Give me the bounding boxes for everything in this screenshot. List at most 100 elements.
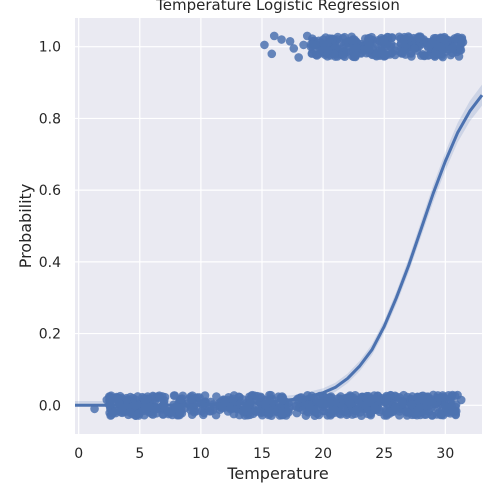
scatter-point-1036 bbox=[277, 35, 286, 44]
scatter-point-687 bbox=[434, 393, 443, 403]
scatter-point-681 bbox=[133, 392, 143, 401]
plot-background bbox=[75, 18, 482, 434]
y-tick-label-4: 0.8 bbox=[39, 111, 61, 127]
scatter-point-464 bbox=[427, 410, 437, 420]
scatter-point-1011 bbox=[319, 39, 329, 49]
x-tick-label-5: 25 bbox=[375, 446, 393, 462]
scatter-point-698 bbox=[387, 407, 396, 417]
scatter-point-695 bbox=[311, 394, 321, 404]
scatter-point-1017 bbox=[431, 50, 440, 60]
scatter-point-976 bbox=[414, 33, 424, 43]
scatter-point-924 bbox=[373, 40, 382, 49]
scatter-point-1035 bbox=[269, 31, 279, 41]
scatter-point-612 bbox=[407, 400, 417, 409]
scatter-point-578 bbox=[291, 401, 300, 411]
scatter-point-669 bbox=[111, 407, 120, 416]
scatter-point-1010 bbox=[351, 50, 361, 60]
scatter-point-1006 bbox=[400, 32, 409, 42]
scatter-point-644 bbox=[277, 410, 287, 419]
y-axis-label: Probability bbox=[16, 184, 35, 269]
scatter-point-658 bbox=[176, 394, 185, 404]
scatter-point-667 bbox=[274, 392, 283, 402]
scatter-point-970 bbox=[364, 41, 374, 50]
scatter-point-1039 bbox=[294, 53, 303, 62]
scatter-point-1007 bbox=[440, 35, 449, 45]
scatter-point-683 bbox=[382, 391, 391, 401]
scatter-point-676 bbox=[163, 407, 173, 416]
scatter-point-569 bbox=[187, 394, 196, 404]
scatter-point-665 bbox=[357, 411, 366, 420]
scatter-point-693 bbox=[407, 392, 417, 401]
scatter-point-1026 bbox=[122, 393, 131, 403]
scatter-point-661 bbox=[186, 406, 195, 415]
scatter-point-646 bbox=[310, 411, 320, 420]
scatter-point-663 bbox=[412, 410, 422, 420]
scatter-point-678 bbox=[445, 409, 455, 418]
scatter-point-1037 bbox=[285, 37, 295, 46]
scatter-point-1015 bbox=[425, 40, 435, 50]
scatter-point-629 bbox=[346, 399, 355, 408]
scatter-point-1012 bbox=[387, 33, 397, 42]
y-tick-label-5: 1.0 bbox=[39, 40, 61, 56]
scatter-point-657 bbox=[305, 403, 315, 412]
scatter-point-642 bbox=[346, 392, 355, 401]
scatter-point-1019 bbox=[410, 44, 419, 53]
scatter-point-615 bbox=[298, 405, 308, 415]
scatter-point-595 bbox=[238, 395, 247, 404]
scatter-point-1038 bbox=[289, 44, 299, 53]
regression-curve bbox=[75, 94, 484, 407]
chart-title: Temperature Logistic Regression bbox=[155, 0, 400, 14]
scatter-point-995 bbox=[339, 51, 348, 60]
scatter-point-649 bbox=[351, 406, 360, 416]
scatter-point-1018 bbox=[312, 51, 322, 60]
scatter-point-1004 bbox=[360, 34, 370, 43]
scatter-point-662 bbox=[427, 399, 437, 408]
scatter-point-1031 bbox=[456, 395, 466, 405]
scatter-point-634 bbox=[284, 405, 293, 415]
x-tick-label-4: 20 bbox=[314, 446, 332, 462]
scatter-point-393 bbox=[169, 391, 179, 400]
regression-curve-group bbox=[75, 84, 484, 407]
scatter-point-964 bbox=[325, 34, 334, 43]
scatter-point-990 bbox=[420, 51, 429, 61]
scatter-point-474 bbox=[292, 408, 302, 418]
y-tick-label-3: 0.6 bbox=[39, 183, 61, 199]
y-tick-label-1: 0.2 bbox=[39, 327, 61, 343]
scatter-point-696 bbox=[175, 409, 185, 418]
scatter-point-608 bbox=[397, 397, 407, 407]
scatter-point-1014 bbox=[446, 50, 455, 60]
scatter-point-1009 bbox=[329, 50, 339, 59]
scatter-point-1041 bbox=[302, 31, 312, 41]
x-tick-label-3: 15 bbox=[253, 446, 271, 462]
y-tick-label-2: 0.4 bbox=[39, 255, 61, 271]
scatter-point-1025 bbox=[118, 406, 127, 415]
scatter-point-1005 bbox=[371, 51, 381, 60]
y-tick-label-0: 0.0 bbox=[39, 398, 61, 414]
scatter-point-1040 bbox=[299, 40, 308, 50]
scatter-point-1027 bbox=[125, 408, 135, 417]
x-tick-label-1: 5 bbox=[135, 446, 144, 462]
scatter-point-543 bbox=[336, 410, 346, 419]
scatter-point-1030 bbox=[267, 408, 277, 417]
x-tick-label-0: 0 bbox=[74, 446, 83, 462]
scatter-point-622 bbox=[154, 391, 164, 400]
scatter-point-520 bbox=[198, 410, 208, 420]
scatter-point-1000 bbox=[352, 43, 361, 52]
scatter-point-1016 bbox=[323, 46, 333, 55]
scatter-point-682 bbox=[375, 405, 384, 415]
tick-labels: 0 5 10 15 20 25 30 0.0 0.2 0.4 0.6 0.8 1.0 bbox=[39, 40, 455, 462]
scatter-point-987 bbox=[436, 42, 446, 52]
scatter-point-580 bbox=[256, 392, 265, 402]
x-tick-label-6: 30 bbox=[436, 446, 454, 462]
scatter-point-1032 bbox=[447, 392, 456, 401]
scatter-point-998 bbox=[309, 40, 319, 50]
scatter-point-699 bbox=[441, 402, 450, 411]
scatter-point-680 bbox=[325, 398, 335, 408]
scatter-point-664 bbox=[365, 397, 375, 407]
x-tick-label-2: 10 bbox=[192, 446, 210, 462]
scatter-point-517 bbox=[434, 408, 444, 417]
scatter-point-1003 bbox=[380, 36, 389, 46]
scatter-point-614 bbox=[326, 411, 335, 420]
